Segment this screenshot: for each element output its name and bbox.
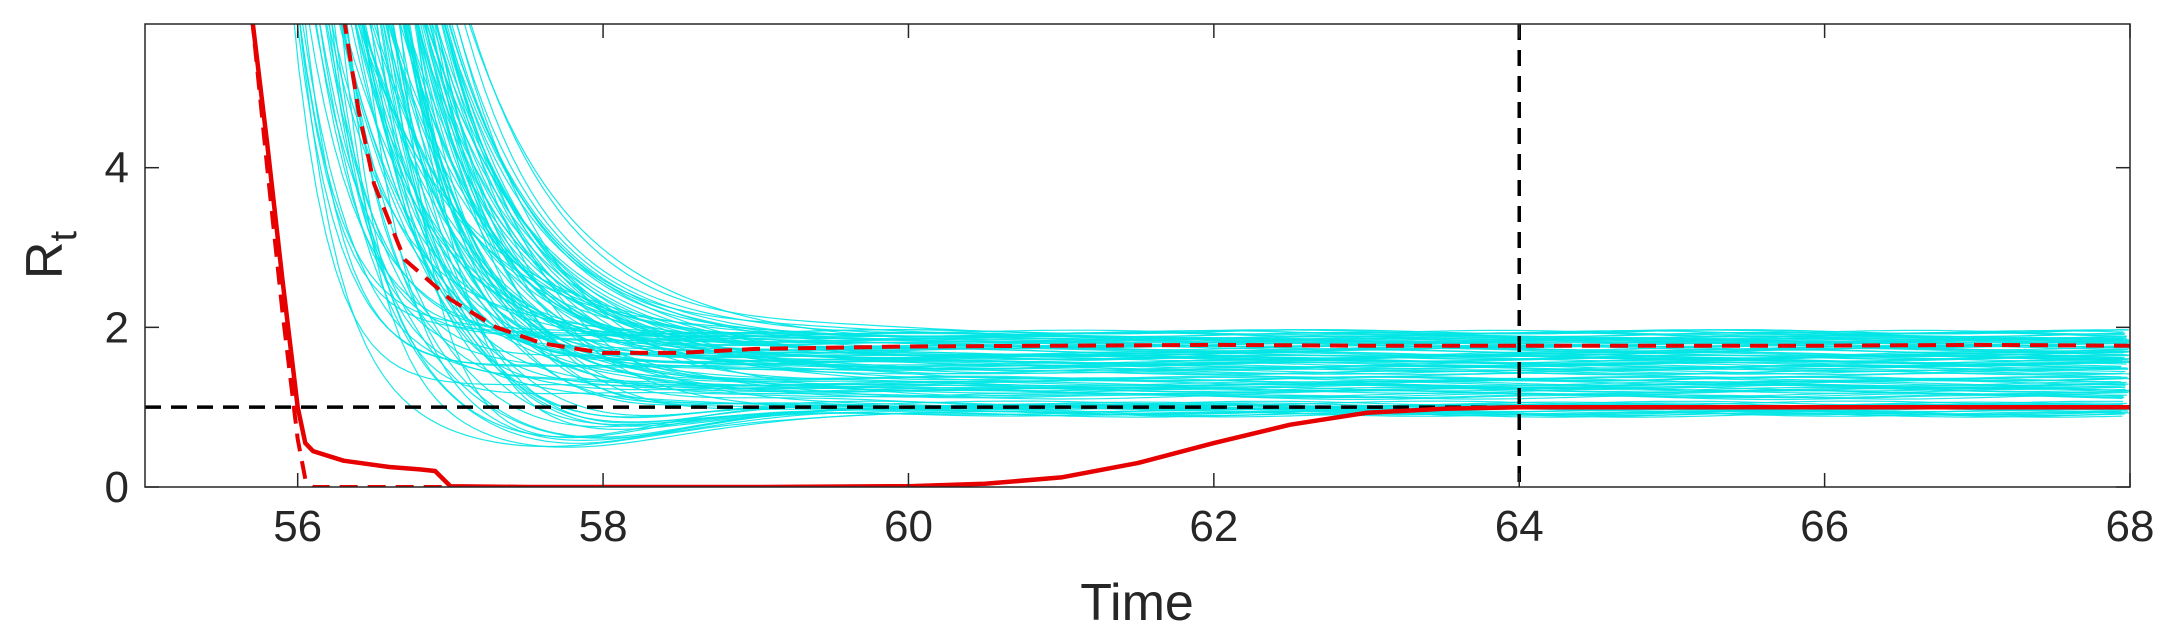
ensemble-line	[361, 24, 2129, 348]
y-tick-label: 0	[105, 463, 129, 512]
reference-lines	[145, 24, 2130, 487]
x-axis-title: Time	[1080, 574, 1194, 632]
ensemble-line	[446, 24, 2127, 371]
ensemble-line	[399, 24, 2122, 383]
y-axis-title: Rt	[16, 231, 85, 280]
ensemble-line	[435, 24, 2128, 382]
ensemble-line	[299, 24, 2123, 338]
ensemble-line	[362, 24, 2130, 343]
ensemble-line	[343, 24, 2122, 356]
ensemble-line	[470, 24, 2129, 335]
ensemble-line	[441, 24, 2129, 373]
ensemble-line	[456, 24, 2124, 399]
ensemble-line	[420, 24, 2130, 368]
ensemble-line	[415, 24, 2124, 358]
ensemble-line	[436, 24, 2127, 357]
ensemble-line	[402, 24, 2130, 392]
x-tick-label: 60	[884, 502, 933, 551]
ensemble-line	[328, 24, 2128, 338]
x-tick-label: 66	[1800, 502, 1849, 551]
ensemble-line	[409, 24, 2130, 361]
ensemble-line	[341, 24, 2130, 394]
plot-frame	[144, 23, 2131, 488]
ensemble-line	[428, 24, 2124, 389]
x-tick-label: 62	[1189, 502, 1238, 551]
ensemble-line	[444, 24, 2128, 351]
ensemble-line	[434, 24, 2130, 383]
median-line	[250, 24, 2130, 487]
ensemble-line	[354, 24, 2124, 364]
ensemble-line	[370, 24, 2129, 354]
ensemble-line	[364, 24, 2128, 400]
ensemble-line	[415, 24, 2128, 349]
ensemble-line	[373, 24, 2122, 376]
ensemble-line	[387, 24, 2126, 393]
ensemble-line	[319, 24, 2122, 439]
ensemble-line	[407, 24, 2127, 382]
ensemble-line	[389, 24, 2125, 371]
y-tick-label: 4	[105, 144, 129, 193]
ensemble-trajectories	[293, 24, 2130, 448]
ensemble-line	[451, 24, 2127, 343]
ensemble-line	[421, 24, 2127, 342]
y-axis-title-main: R	[16, 242, 74, 280]
ensemble-line	[423, 24, 2129, 355]
y-axis-title-subscript: t	[43, 231, 85, 242]
ensemble-line	[379, 24, 2123, 365]
ensemble-line	[406, 24, 2126, 363]
ensemble-line	[449, 24, 2124, 336]
x-tick-label: 58	[579, 502, 628, 551]
ensemble-line	[376, 24, 2126, 392]
ensemble-line	[431, 24, 2129, 344]
x-tick-label: 68	[2106, 502, 2155, 551]
ensemble-line	[434, 24, 2123, 359]
ensemble-line	[415, 24, 2123, 382]
ensemble-line	[443, 24, 2130, 353]
ensemble-line	[424, 24, 2122, 416]
ensemble-line	[468, 24, 2130, 343]
ensemble-line	[357, 24, 2127, 340]
upper-bound-line	[342, 24, 2130, 355]
ensemble-line	[331, 24, 2127, 387]
ensemble-line	[299, 24, 2129, 335]
ensemble-line	[331, 24, 2130, 375]
ensemble-line	[407, 24, 2128, 357]
x-tick-label: 56	[273, 502, 322, 551]
x-tick-label: 64	[1495, 502, 1544, 551]
ensemble-line	[390, 24, 2126, 375]
summary-series	[250, 24, 2130, 487]
ensemble-line	[417, 24, 2123, 350]
ensemble-line	[444, 24, 2127, 361]
ensemble-line	[350, 24, 2124, 419]
ensemble-line	[371, 24, 2130, 350]
axis-ticks: 56 58 60 62 64 66 68 0 2 4	[105, 24, 2155, 551]
y-tick-label: 2	[105, 303, 129, 352]
ensemble-line	[456, 24, 2123, 340]
ensemble-line	[319, 24, 2130, 444]
ensemble-line	[443, 24, 2126, 344]
